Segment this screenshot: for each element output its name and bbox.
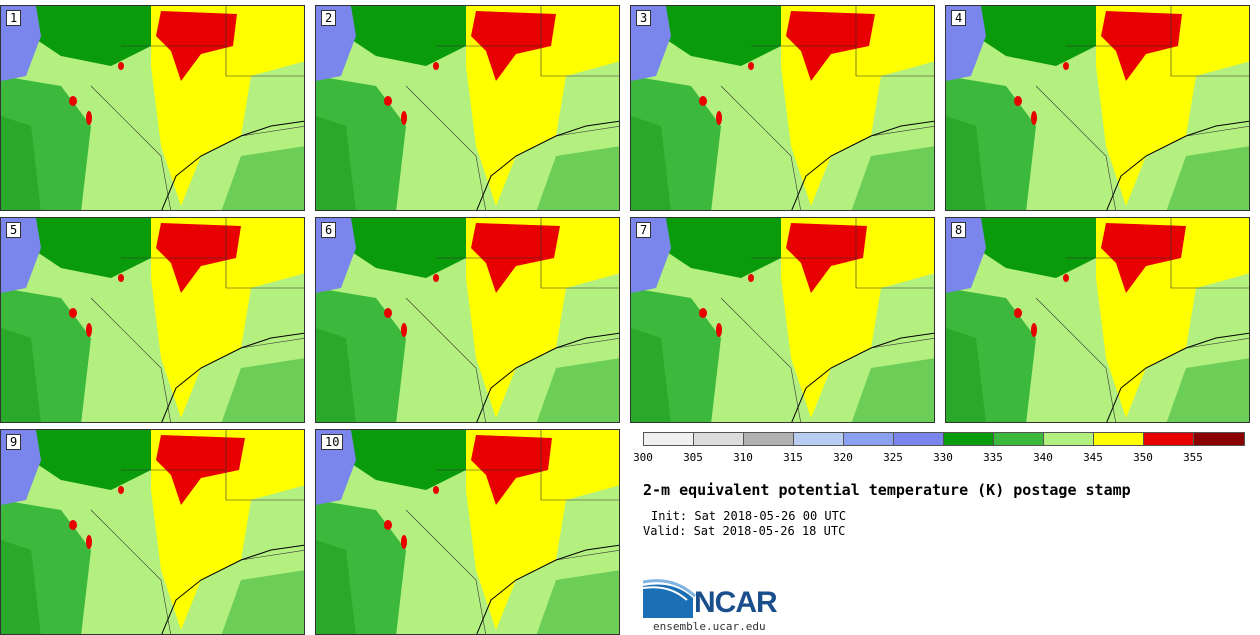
panel-label: 9 — [6, 434, 22, 450]
panel-label: 2 — [321, 10, 337, 26]
panel-label: 3 — [636, 10, 652, 26]
colorbar-tick-label: 315 — [783, 451, 803, 464]
postage-stamp-map: 5 — [0, 217, 305, 423]
panel-label: 4 — [951, 10, 967, 26]
colorbar-tick-label: 340 — [1033, 451, 1053, 464]
postage-stamp-map: 2 — [315, 5, 620, 211]
postage-stamp-map: 10 — [315, 429, 620, 635]
map-graphic — [316, 430, 619, 634]
colorbar-cell — [694, 433, 744, 445]
site-url: ensemble.ucar.edu — [653, 620, 766, 633]
panel-label: 1 — [6, 10, 22, 26]
postage-stamp-map: 3 — [630, 5, 935, 211]
panel-label: 5 — [6, 222, 22, 238]
map-graphic — [1, 6, 304, 210]
colorbar-cell — [844, 433, 894, 445]
map-graphic — [946, 6, 1249, 210]
map-graphic — [1, 218, 304, 422]
postage-stamp-map: 7 — [630, 217, 935, 423]
colorbar-cell — [1044, 433, 1094, 445]
postage-stamp-map: 6 — [315, 217, 620, 423]
colorbar-tick-label: 310 — [733, 451, 753, 464]
colorbar-cell — [1194, 433, 1244, 445]
colorbar-tick-label: 305 — [683, 451, 703, 464]
colorbar-tick-label: 350 — [1133, 451, 1153, 464]
colorbar-cell — [944, 433, 994, 445]
postage-stamp-map: 4 — [945, 5, 1250, 211]
postage-stamp-map: 1 — [0, 5, 305, 211]
panel-label: 6 — [321, 222, 337, 238]
colorbar — [643, 432, 1245, 446]
ncar-logo-text: NCAR — [694, 586, 778, 619]
postage-stamp-map: 9 — [0, 429, 305, 635]
plot-title: 2-m equivalent potential temperature (K)… — [643, 481, 1131, 499]
colorbar-cell — [794, 433, 844, 445]
colorbar-cell — [894, 433, 944, 445]
init-time: Init: Sat 2018-05-26 00 UTC — [651, 509, 847, 523]
map-graphic — [631, 6, 934, 210]
colorbar-tick-label: 325 — [883, 451, 903, 464]
colorbar-cell — [744, 433, 794, 445]
colorbar-tick-label: 355 — [1183, 451, 1203, 464]
panel-label: 7 — [636, 222, 652, 238]
postage-stamp-map: 8 — [945, 217, 1250, 423]
map-graphic — [316, 218, 619, 422]
valid-time: Valid: Sat 2018-05-26 18 UTC — [643, 524, 846, 538]
colorbar-cell — [994, 433, 1044, 445]
colorbar-tick-label: 300 — [633, 451, 653, 464]
map-graphic — [946, 218, 1249, 422]
colorbar-tick-label: 335 — [983, 451, 1003, 464]
colorbar-tick-label: 330 — [933, 451, 953, 464]
colorbar-tick-label: 320 — [833, 451, 853, 464]
panel-label: 10 — [321, 434, 344, 450]
map-graphic — [631, 218, 934, 422]
colorbar-cell — [644, 433, 694, 445]
colorbar-cell — [1094, 433, 1144, 445]
map-graphic — [316, 6, 619, 210]
colorbar-tick-label: 345 — [1083, 451, 1103, 464]
ncar-logo-icon — [643, 579, 697, 618]
map-graphic — [1, 430, 304, 634]
panel-label: 8 — [951, 222, 967, 238]
colorbar-cell — [1144, 433, 1194, 445]
